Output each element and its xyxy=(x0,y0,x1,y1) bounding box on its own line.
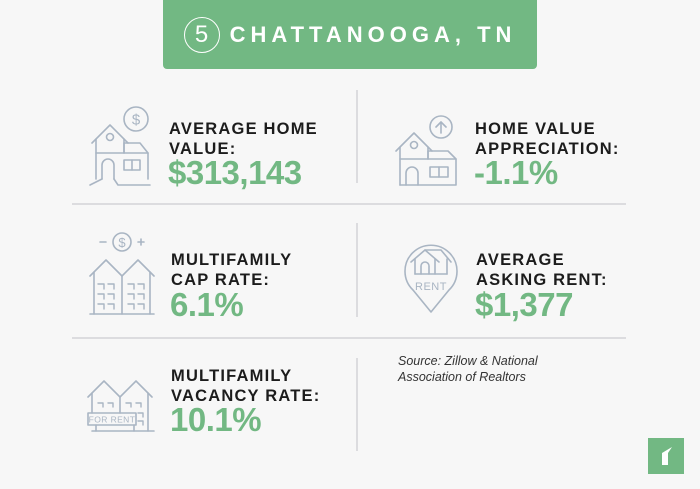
stat-value: $313,143 xyxy=(168,154,302,191)
svg-text:FOR RENT: FOR RENT xyxy=(89,415,136,425)
svg-text:$: $ xyxy=(132,112,141,129)
divider-vertical-2 xyxy=(356,223,358,317)
title-banner: 5 CHATTANOOGA, TN xyxy=(163,0,537,69)
divider-vertical-1 xyxy=(356,90,358,183)
multifamily-for-rent-icon: FOR RENT xyxy=(87,380,155,432)
rent-pin-icon: RENT xyxy=(404,244,458,313)
house-dollar-icon: $ xyxy=(89,106,151,186)
stat-value: -1.1% xyxy=(474,154,558,191)
divider-horizontal-2 xyxy=(72,337,626,339)
stat-label: HOME VALUE APPRECIATION: xyxy=(475,120,620,158)
divider-vertical-3 xyxy=(356,358,358,451)
logo-icon xyxy=(662,447,672,465)
house-arrow-up-icon xyxy=(395,115,457,186)
brand-logo xyxy=(648,438,684,474)
multifamily-dollar-icon: $ xyxy=(89,232,155,315)
stat-label: MULTIFAMILY VACANCY RATE: xyxy=(171,367,321,405)
city-title: CHATTANOOGA, TN xyxy=(229,21,517,47)
stat-label: AVERAGE ASKING RENT: xyxy=(476,251,608,289)
rank-badge: 5 xyxy=(183,16,220,53)
stat-value: 10.1% xyxy=(170,401,262,438)
stat-value: $1,377 xyxy=(475,286,573,323)
svg-text:RENT: RENT xyxy=(415,281,447,293)
source-note: Source: Zillow & National Association of… xyxy=(398,354,538,384)
stat-value: 6.1% xyxy=(170,286,244,323)
divider-horizontal-1 xyxy=(72,203,626,205)
svg-text:$: $ xyxy=(118,235,126,250)
stat-label: MULTIFAMILY CAP RATE: xyxy=(171,251,293,289)
stat-label: AVERAGE HOME VALUE: xyxy=(169,120,318,158)
